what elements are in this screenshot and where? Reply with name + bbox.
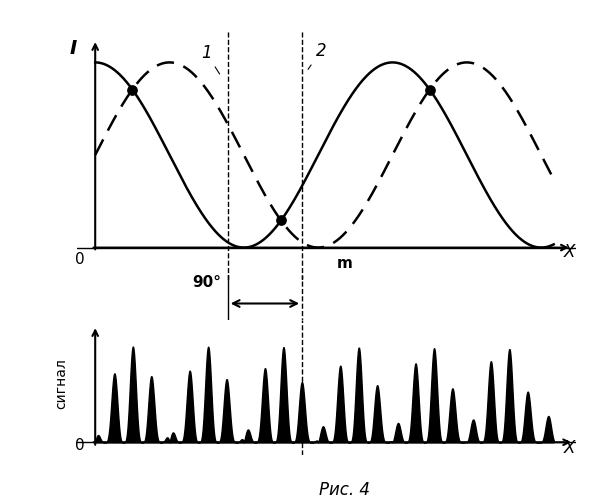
Point — [128, 86, 137, 94]
Text: 0: 0 — [75, 438, 84, 452]
Text: 90°: 90° — [192, 275, 221, 290]
Text: I: I — [69, 39, 77, 58]
Text: m: m — [337, 256, 353, 271]
Text: 2: 2 — [308, 42, 326, 70]
Point — [425, 86, 434, 94]
Text: 0: 0 — [75, 252, 84, 268]
Text: X: X — [564, 438, 575, 456]
Text: 1: 1 — [201, 44, 220, 74]
Point — [276, 216, 286, 224]
Text: Рис. 4: Рис. 4 — [319, 481, 370, 499]
Text: X: X — [564, 243, 575, 261]
Text: сигнал: сигнал — [55, 358, 68, 409]
